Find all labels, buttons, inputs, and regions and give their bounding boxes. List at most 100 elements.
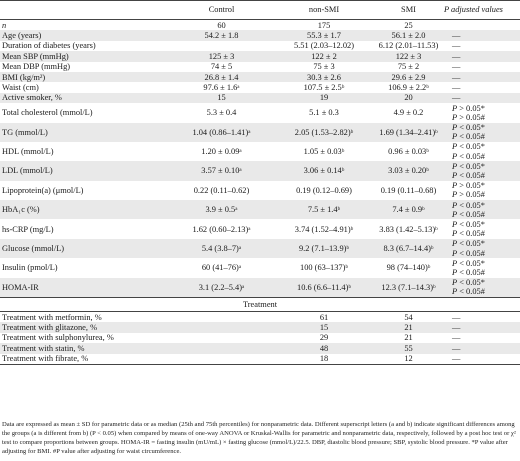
p-value: — xyxy=(452,62,461,72)
p-value: P < 0.05* xyxy=(452,122,485,132)
table-row-hs-crp-mg-l: hs-CRP (mg/L) 1.62 (0.60–2.13)ᵃ 3.74 (1.52… xyxy=(0,219,520,238)
row-value: 1.69 (1.34–2.41)ᵇ xyxy=(375,122,442,142)
row-label: Age (years) xyxy=(0,30,170,41)
p-value: P > 0.05# xyxy=(452,112,485,122)
row-value: 18 xyxy=(273,353,375,365)
row-value: 3.03 ± 0.20ᵇ xyxy=(375,161,442,181)
row-label: Lipoprotein(a) (μmol/L) xyxy=(2,185,84,195)
p-value: — xyxy=(452,82,461,92)
table-row-duration-of-diabetes-years: Duration of diabetes (years) 5.51 (2.03–1… xyxy=(0,41,520,51)
p-value: P < 0.05* xyxy=(452,278,485,288)
row-value: 98 (74–140)ᵇ xyxy=(386,263,431,273)
row-value: 21 xyxy=(375,322,442,333)
header-control: Control xyxy=(170,0,273,20)
p-value: P < 0.05* xyxy=(452,142,485,152)
row-value xyxy=(170,312,273,323)
row-value: 19 xyxy=(273,92,375,104)
row-p-value: P < 0.05* P < 0.05# xyxy=(442,200,520,220)
table-row-waist-cm: Waist (cm) 97.6 ± 1.6ᵃ 107.5 ± 2.5ᵇ 106.9 ±… xyxy=(0,82,520,92)
row-p-value xyxy=(442,20,520,31)
row-value: 54.2 ± 1.8 xyxy=(170,30,273,41)
p-value: P < 0.05# xyxy=(452,267,485,277)
row-p-value: — xyxy=(442,353,520,365)
row-p-value: — xyxy=(442,41,520,51)
row-value: 3.83 (1.42–5.13)ᵇ xyxy=(379,224,438,234)
row-value: 15 xyxy=(170,92,273,104)
row-value: 107.5 ± 2.5ᵇ xyxy=(303,82,345,92)
p-value: — xyxy=(452,312,461,322)
p-value: P < 0.05# xyxy=(452,229,485,239)
row-p-value: P < 0.05* P < 0.05# xyxy=(442,258,520,277)
row-value: 1.04 (0.86–1.41)ᵃ xyxy=(170,122,273,142)
row-p-value: P < 0.05* P < 0.05# xyxy=(442,238,520,259)
row-value xyxy=(170,41,273,51)
table-row-treatment-with-fibrate: Treatment with fibrate, % 18 12 — xyxy=(0,353,520,365)
row-value: 2.05 (1.53–2.82)ᵇ xyxy=(273,122,375,142)
row-label: Treatment with sulphonylurea, % xyxy=(2,333,114,343)
row-value: 125 ± 3 xyxy=(170,51,273,62)
row-p-value: P > 0.05* P > 0.05# xyxy=(442,181,520,200)
p-value: P < 0.05* xyxy=(452,161,485,171)
p-value: P < 0.05# xyxy=(452,209,485,219)
row-label: HOMA-IR xyxy=(0,277,170,298)
row-value: 20 xyxy=(375,92,442,104)
row-value: 55 xyxy=(375,343,442,354)
row-value: 1.62 (0.60–2.13)ᵃ xyxy=(192,224,251,234)
table-body: n 60 175 25 Age (years) 54.2 ± 1.8 55.3 ± 1.7 5… xyxy=(0,20,520,365)
row-label: HbA₁c (%) xyxy=(0,200,170,220)
p-value: P < 0.05# xyxy=(452,170,485,180)
row-value: 0.96 ± 0.03ᵇ xyxy=(388,146,429,156)
row-label: BMI (kg/m²) xyxy=(0,71,170,83)
row-value: 29.6 ± 2.9 xyxy=(375,71,442,83)
row-value: 7.4 ± 0.9ᵇ xyxy=(375,200,442,220)
row-value: 9.2 (7.1–13.9)ᵇ xyxy=(273,238,375,259)
p-value: — xyxy=(452,72,461,82)
header-smi: SMI xyxy=(375,0,442,20)
row-value: 75 ± 3 xyxy=(313,62,335,72)
row-value: 48 xyxy=(273,343,375,354)
table-row-treatment-with-sulphonylurea: Treatment with sulphonylurea, % 29 21 — xyxy=(0,333,520,343)
row-value: 3.1 (2.2–5.4)ᵃ xyxy=(170,277,273,298)
row-p-value: — xyxy=(442,62,520,72)
header-p-adjusted: P adjusted values xyxy=(442,0,520,20)
p-value: — xyxy=(452,41,461,51)
table-row-lipoprotein-a-mol-l: Lipoprotein(a) (μmol/L) 0.22 (0.11–0.62) 0… xyxy=(0,181,520,200)
row-value: 3.9 ± 0.5ᵃ xyxy=(170,200,273,220)
row-label: TG (mmol/L) xyxy=(0,122,170,142)
p-value: — xyxy=(452,323,461,332)
row-value: 21 xyxy=(404,333,413,343)
row-label: Treatment with statin, % xyxy=(0,343,170,354)
row-p-value: P < 0.05* P < 0.05# xyxy=(442,122,520,142)
row-value: 12 xyxy=(375,353,442,365)
row-value: 0.22 (0.11–0.62) xyxy=(193,185,250,195)
row-value xyxy=(170,333,273,343)
p-value: P < 0.05* xyxy=(452,239,485,249)
row-value xyxy=(170,343,273,354)
p-value: P < 0.05* xyxy=(452,258,485,268)
row-value: 122 ± 3 xyxy=(375,51,442,62)
p-value: — xyxy=(452,354,461,364)
table-row-treatment-with-metformin: Treatment with metformin, % 61 54 — xyxy=(0,312,520,323)
p-value: — xyxy=(452,93,461,103)
row-value: 56.1 ± 2.0 xyxy=(375,30,442,41)
header-blank xyxy=(0,0,170,20)
row-value: 54 xyxy=(404,312,413,322)
row-value: 4.9 ± 0.2 xyxy=(393,108,424,118)
table-header-row: Control non-SMI SMI P adjusted values xyxy=(0,0,520,20)
row-label: Treatment with metformin, % xyxy=(2,312,102,322)
row-label: Active smoker, % xyxy=(0,92,170,104)
row-p-value: — xyxy=(442,92,520,104)
row-p-value: — xyxy=(442,30,520,41)
row-value: 97.6 ± 1.6ᵃ xyxy=(203,82,240,92)
table-row-homa-ir: HOMA-IR 3.1 (2.2–5.4)ᵃ 10.6 (6.6–11.4)ᵇ 12.… xyxy=(0,277,520,298)
row-value: 122 ± 2 xyxy=(273,51,375,62)
row-value: 5.3 ± 0.4 xyxy=(206,108,237,118)
treatment-section-row: Treatment xyxy=(0,297,520,313)
row-value: 8.3 (6.7–14.4)ᵇ xyxy=(375,238,442,259)
row-value: 15 xyxy=(273,322,375,333)
data-table: Control non-SMI SMI P adjusted values n 6… xyxy=(0,0,520,365)
row-value: 6.12 (2.01–11.53) xyxy=(378,41,439,51)
row-value: 74 ± 5 xyxy=(210,62,233,72)
table-row-active-smoker: Active smoker, % 15 19 20 — xyxy=(0,92,520,104)
p-value: — xyxy=(452,30,461,40)
